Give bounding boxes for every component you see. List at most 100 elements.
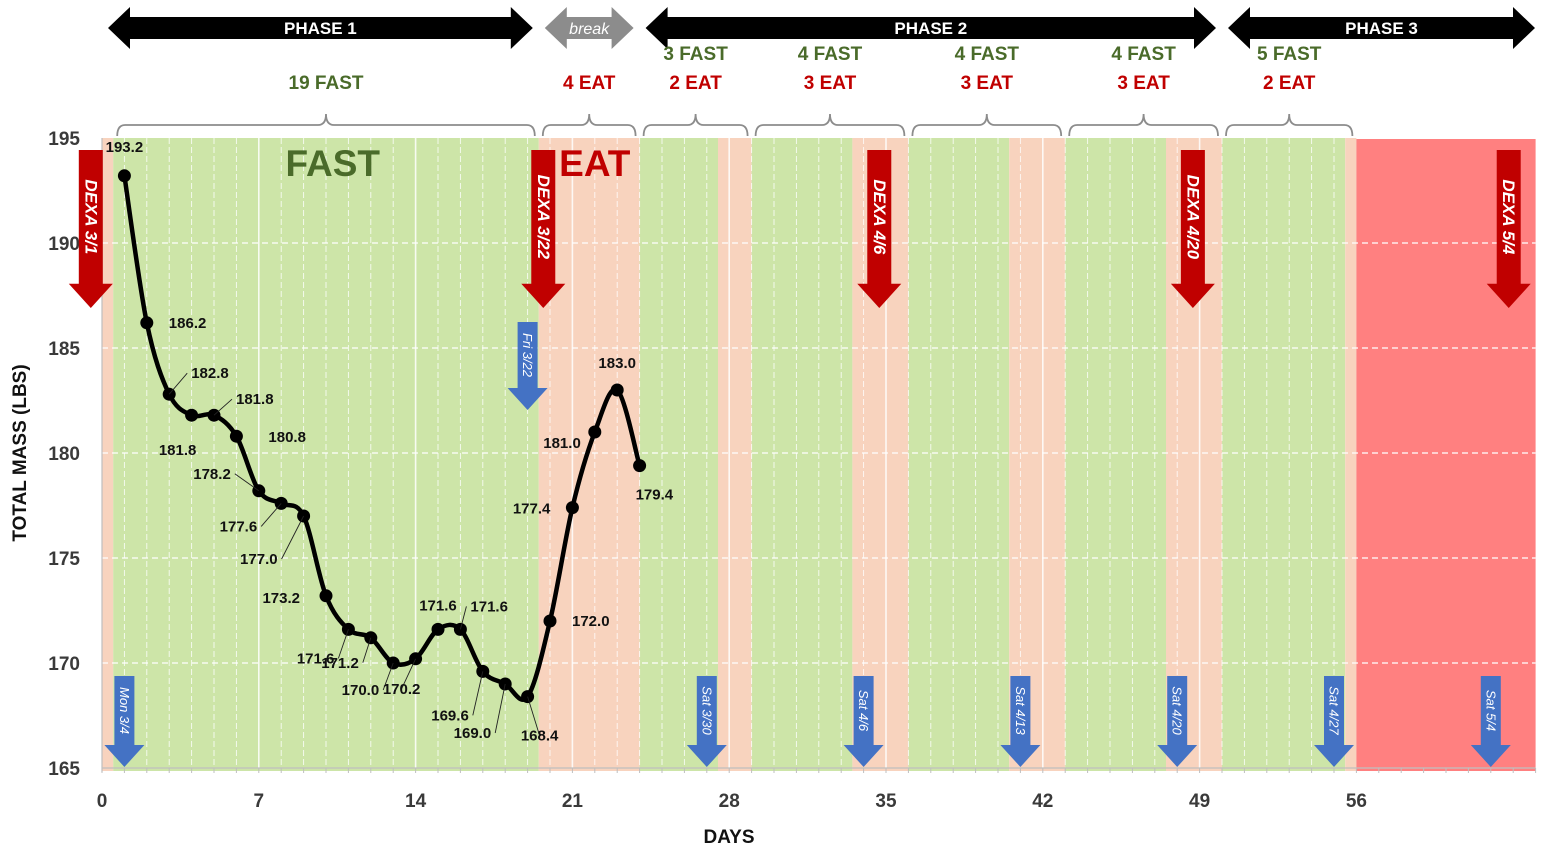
bracket-1 — [541, 113, 637, 137]
leader-day-13 — [382, 662, 394, 691]
day-marker-4: Sat 4/13 — [1000, 676, 1041, 767]
y-tick-label-185: 185 — [48, 339, 80, 360]
leader-day-16 — [459, 606, 467, 630]
x-tick-label-0: 0 — [97, 791, 108, 812]
x-tick-label-21: 21 — [562, 791, 584, 812]
day-marker-4-label: Sat 4/13 — [1013, 686, 1028, 735]
data-label-day-3: 182.8 — [191, 365, 229, 382]
band-eat-12 — [1345, 138, 1357, 771]
data-label-day-10: 173.2 — [262, 590, 300, 607]
phase-arrow-3: PHASE 3 — [1228, 7, 1535, 49]
x-axis-title: DAYS — [703, 827, 754, 848]
point-day-2 — [140, 316, 154, 330]
x-tick-label-7: 7 — [254, 791, 265, 812]
day-marker-7: Sat 5/4 — [1470, 676, 1511, 767]
data-label-day-23: 183.0 — [598, 355, 636, 372]
dexa-marker-4: DEXA 5/4 — [1486, 150, 1531, 308]
zone-label-eat: EAT — [559, 143, 631, 184]
dexa-marker-0: DEXA 3/1 — [68, 150, 113, 308]
mass-line — [122, 175, 642, 702]
bracket-4 — [911, 113, 1063, 137]
band-fast-7 — [908, 138, 1010, 771]
day-marker-1-shape — [507, 322, 548, 410]
dexa-marker-1-label: DEXA 3/22 — [534, 175, 553, 260]
point-day-20 — [543, 614, 557, 628]
mass-series — [117, 169, 647, 704]
data-label-day-9: 177.0 — [240, 551, 278, 568]
phase-arrow-shape-2 — [645, 7, 1216, 49]
y-tick-label-195: 195 — [48, 129, 80, 150]
bracket-eat-count-5: 3 EAT — [1117, 73, 1170, 94]
axes: 0 7 14 21 28 35 42 49 56 165 170 175 180 185 190 195 DAY… — [10, 129, 1537, 848]
dexa-marker-2-label: DEXA 4/6 — [870, 179, 889, 255]
dexa-marker-0-label: DEXA 3/1 — [81, 179, 100, 254]
data-label-day-4: 181.8 — [159, 442, 197, 459]
bracket-eat-count-3: 3 EAT — [804, 73, 857, 94]
day-marker-1-label: Fri 3/22 — [520, 333, 535, 378]
x-tick-label-42: 42 — [1032, 791, 1053, 812]
day-marker-5-shape — [1157, 676, 1198, 767]
phase-label-1: break — [569, 21, 610, 38]
day-marker-0-shape — [104, 676, 145, 767]
bracket-eat-count-6: 2 EAT — [1263, 73, 1316, 94]
day-marker-2: Sat 3/30 — [686, 676, 727, 767]
day-marker-6: Sat 4/27 — [1314, 676, 1354, 767]
data-label-day-22: 181.0 — [543, 435, 581, 452]
day-marker-1: Fri 3/22 — [507, 322, 548, 410]
band-eat-0 — [102, 138, 114, 771]
day-marker-7-shape — [1470, 676, 1511, 767]
day-marker-3: Sat 4/6 — [843, 676, 884, 767]
dexa-marker-1-shape — [521, 150, 566, 308]
dexa-marker-3-shape — [1170, 150, 1215, 308]
x-tick-label-35: 35 — [875, 791, 897, 812]
bracket-fast-count-3: 4 FAST — [798, 44, 863, 65]
phase-label-0: PHASE 1 — [284, 19, 357, 38]
data-labels: 193.2 186.2 182.8 181.8 181.8 180.8 178.2 177.6… — [106, 139, 674, 745]
phase-arrow-shape-1 — [544, 7, 634, 49]
dexa-marker-2: DEXA 4/6 — [857, 150, 902, 308]
leader-day-3 — [168, 372, 188, 395]
leader-day-12 — [362, 637, 372, 663]
bracket-3 — [754, 113, 906, 137]
y-axis-title: TOTAL MASS (LBS) — [10, 364, 31, 541]
phase-arrow-0: PHASE 1 — [108, 7, 533, 49]
band-fast-9 — [1065, 138, 1166, 771]
dexa-marker-4-label: DEXA 5/4 — [1499, 179, 1518, 255]
data-label-day-24: 179.4 — [636, 487, 674, 504]
leader-day-5 — [213, 398, 233, 416]
y-tick-label-165: 165 — [48, 759, 80, 780]
phase-arrow-2: PHASE 2 — [645, 7, 1216, 49]
data-label-day-16: 171.6 — [470, 598, 508, 615]
day-marker-3-label: Sat 4/6 — [856, 690, 871, 732]
day-marker-5-label: Sat 4/20 — [1170, 686, 1185, 735]
phase-header: PHASE 1 break PHASE 2 PHASE 3 19 FAST 4 EAT 3 … — [108, 7, 1535, 137]
point-day-10 — [319, 589, 333, 603]
x-tick-label-14: 14 — [405, 791, 427, 812]
data-label-day-19: 168.4 — [521, 728, 559, 745]
bracket-2 — [642, 113, 749, 137]
bracket-fast-count-0: 19 FAST — [289, 73, 364, 94]
day-marker-5: Sat 4/20 — [1157, 676, 1198, 767]
data-label-day-8: 177.6 — [220, 518, 258, 535]
point-day-22 — [588, 425, 602, 439]
leader-day-19 — [527, 696, 541, 736]
leader-day-8 — [260, 503, 282, 527]
bracket-6 — [1225, 113, 1354, 137]
dexa-marker-4-shape — [1486, 150, 1531, 308]
dexa-marker-3-label: DEXA 4/20 — [1183, 175, 1202, 260]
band-eat-4 — [718, 138, 752, 771]
day-marker-7-label: Sat 5/4 — [1483, 690, 1498, 731]
data-label-day-2: 186.2 — [169, 315, 207, 332]
data-label-day-20: 172.0 — [572, 613, 610, 630]
bracket-fast-count-2: 3 FAST — [663, 44, 728, 65]
leader-day-7 — [234, 473, 260, 492]
bracket-eat-count-4: 3 EAT — [961, 73, 1014, 94]
x-tick-label-28: 28 — [719, 791, 740, 812]
dexa-marker-3: DEXA 4/20 — [1170, 150, 1215, 308]
day-marker-6-shape — [1314, 676, 1354, 767]
data-label-day-18: 169.0 — [454, 725, 492, 742]
point-day-21 — [565, 501, 579, 515]
leader-day-18 — [494, 683, 506, 734]
day-marker-6-label: Sat 4/27 — [1327, 686, 1342, 735]
